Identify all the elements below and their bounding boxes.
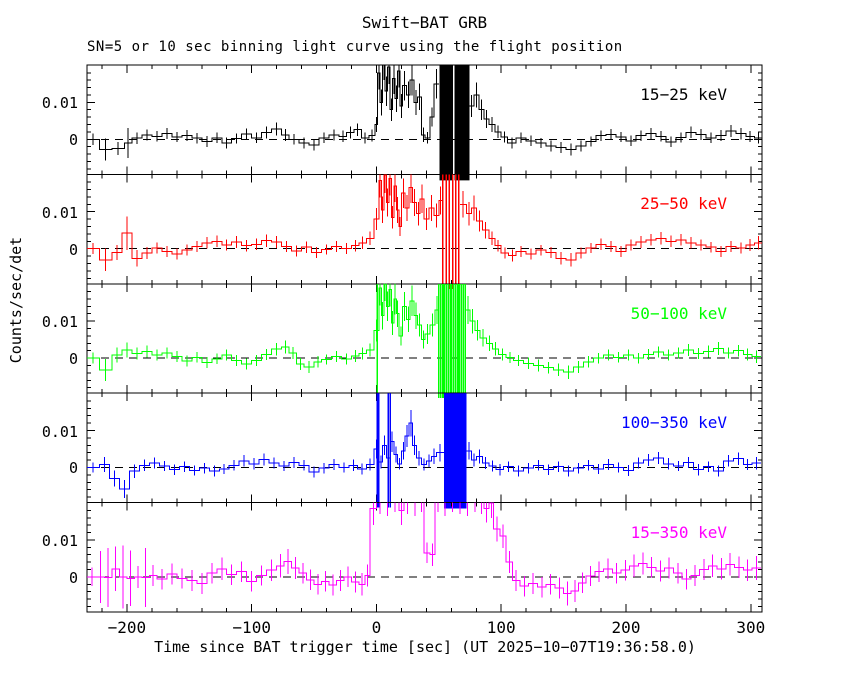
panel-2-series xyxy=(87,174,762,289)
y-tick-label: 0 xyxy=(68,131,78,150)
legend-label-3: 50−100 keV xyxy=(630,303,727,323)
x-tick-label: 0 xyxy=(371,618,382,637)
y-tick-label: 0 xyxy=(68,240,78,259)
legend-label-5: 15−350 keV xyxy=(630,522,727,542)
panel-1-series xyxy=(87,65,762,181)
panel-1-frame xyxy=(86,64,763,175)
panel-2-frame xyxy=(86,173,763,285)
x-tick-label: −200 xyxy=(107,618,147,637)
y-tick-label: 0.01 xyxy=(41,422,78,441)
y-tick-label: 0 xyxy=(68,350,78,369)
y-tick-label: 0.01 xyxy=(41,531,78,550)
y-tick-label: 0.01 xyxy=(41,94,78,113)
x-tick-label: 100 xyxy=(486,618,516,637)
panel-4-series xyxy=(87,393,761,509)
x-tick-label: −100 xyxy=(232,618,271,637)
y-tick-label: 0.01 xyxy=(41,203,78,222)
plot-title: Swift−BAT GRB xyxy=(361,13,488,32)
legend-label-4: 100−350 keV xyxy=(621,413,727,433)
panel-5-frame xyxy=(86,502,763,613)
y-axis-label: Counts/sec/det xyxy=(7,236,25,364)
x-tick-label: 200 xyxy=(611,618,641,637)
legend-label-2: 25−50 keV xyxy=(640,194,727,214)
x-axis-label: Time since BAT trigger time [sec] (UT 20… xyxy=(154,638,696,656)
panel-5-series xyxy=(87,502,761,609)
plot-subtitle: SN=5 or 10 sec binning light curve using… xyxy=(87,39,623,55)
y-tick-label: 0 xyxy=(68,459,78,478)
panel-3-frame xyxy=(86,283,763,394)
panel-4-frame xyxy=(86,392,763,504)
y-tick-label: 0.01 xyxy=(41,313,78,332)
x-tick-label: 300 xyxy=(736,618,766,637)
y-tick-label: 0 xyxy=(68,568,78,587)
panel-3-series xyxy=(87,283,761,399)
legend-label-1: 15−25 keV xyxy=(640,85,727,104)
